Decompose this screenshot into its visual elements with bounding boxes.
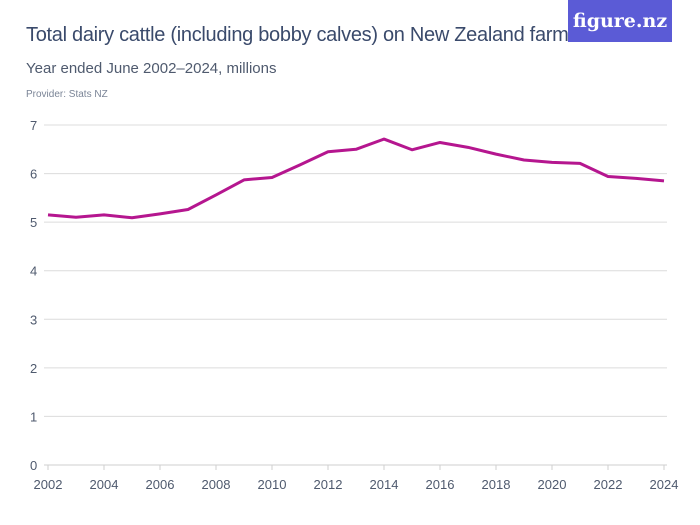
x-tick-label: 2008	[202, 477, 231, 492]
x-tick-label: 2006	[146, 477, 175, 492]
y-tick-label: 7	[30, 118, 37, 133]
data-line	[47, 137, 665, 220]
y-tick-label: 6	[30, 167, 37, 182]
x-tick-label: 2010	[258, 477, 287, 492]
provider-label: Provider: Stats NZ	[26, 89, 108, 100]
y-tick-label: 2	[30, 361, 37, 376]
chart-subtitle: Year ended June 2002–2024, millions	[26, 60, 277, 77]
x-tick-label: 2012	[314, 477, 343, 492]
x-tick-label: 2022	[594, 477, 623, 492]
y-tick-label: 5	[30, 215, 37, 230]
chart-title: Total dairy cattle (including bobby calv…	[26, 24, 579, 46]
figure-nz-logo[interactable]: figure.nz	[568, 0, 672, 42]
y-tick-label: 4	[30, 264, 37, 279]
x-tick-label: 2018	[482, 477, 511, 492]
y-tick-label: 3	[30, 312, 37, 327]
y-tick-label: 1	[30, 409, 37, 424]
x-tick-label: 2016	[426, 477, 455, 492]
y-tick-label: 0	[30, 458, 37, 473]
x-tick-label: 2020	[538, 477, 567, 492]
x-tick-label: 2002	[34, 477, 63, 492]
x-tick-label: 2004	[90, 477, 119, 492]
x-tick-label: 2014	[370, 477, 399, 492]
x-tick-label: 2024	[650, 477, 679, 492]
